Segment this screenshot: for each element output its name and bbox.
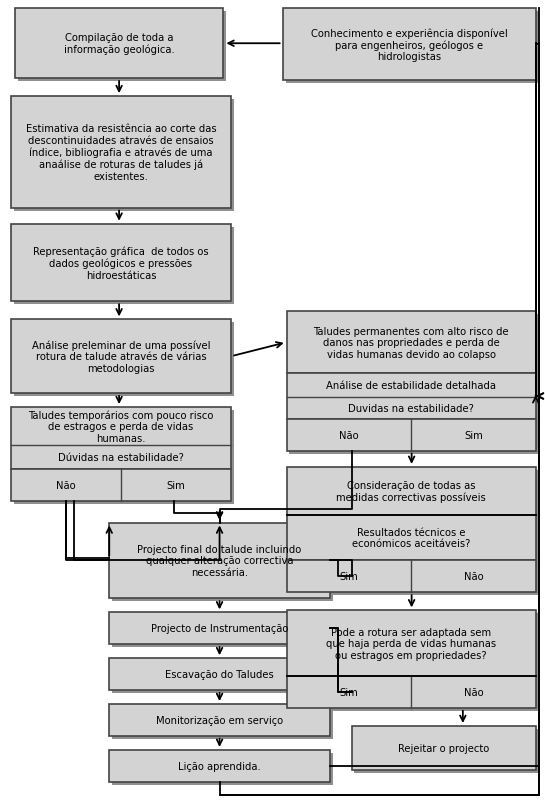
FancyBboxPatch shape — [112, 615, 333, 647]
FancyBboxPatch shape — [287, 515, 536, 561]
FancyBboxPatch shape — [287, 374, 536, 419]
Text: Sim: Sim — [464, 431, 483, 440]
Text: Duvidas na estabilidade?: Duvidas na estabilidade? — [348, 403, 474, 413]
Text: Dúvidas na estabilidade?: Dúvidas na estabilidade? — [58, 452, 184, 463]
FancyBboxPatch shape — [287, 468, 536, 515]
FancyBboxPatch shape — [286, 12, 538, 84]
Text: Consideração de todas as
medidas correctivas possíveis: Consideração de todas as medidas correct… — [336, 480, 486, 502]
Text: Estimativa da resistência ao corte das
descontinuidades através de ensaios
índic: Estimativa da resistência ao corte das d… — [26, 124, 216, 181]
FancyBboxPatch shape — [14, 472, 234, 504]
Text: Pode a rotura ser adaptada sem
que haja perda de vidas humanas
ou estragos em pr: Pode a rotura ser adaptada sem que haja … — [326, 627, 496, 660]
FancyBboxPatch shape — [287, 676, 536, 708]
Text: Projecto final do talude incluindo
qualquer alteração correctiva
necessária.: Projecto final do talude incluindo qualq… — [137, 545, 302, 577]
FancyBboxPatch shape — [289, 377, 538, 423]
Text: Não: Não — [464, 687, 483, 697]
FancyBboxPatch shape — [17, 12, 227, 82]
Text: Monitorização em serviço: Monitorização em serviço — [156, 715, 283, 725]
Text: Rejeitar o projecto: Rejeitar o projecto — [398, 743, 489, 753]
Text: Projecto de Instrumentação: Projecto de Instrumentação — [151, 623, 288, 634]
Text: Análise de estabilidade detalhada: Análise de estabilidade detalhada — [326, 380, 496, 391]
Text: Conhecimento e experiência disponível
para engenheiros, geólogos e
hidrologistas: Conhecimento e experiência disponível pa… — [311, 28, 507, 63]
Text: Taludes temporários com pouco risco
de estragos e perda de vidas
humanas.: Taludes temporários com pouco risco de e… — [28, 410, 214, 444]
FancyBboxPatch shape — [112, 707, 333, 739]
FancyBboxPatch shape — [289, 614, 538, 679]
FancyBboxPatch shape — [289, 564, 538, 596]
FancyBboxPatch shape — [287, 561, 536, 593]
Text: Não: Não — [464, 572, 483, 581]
FancyBboxPatch shape — [14, 323, 234, 396]
FancyBboxPatch shape — [11, 225, 232, 302]
FancyBboxPatch shape — [112, 526, 333, 602]
Text: Compilação de toda a
informação geológica.: Compilação de toda a informação geológic… — [64, 33, 174, 55]
FancyBboxPatch shape — [289, 423, 538, 454]
FancyBboxPatch shape — [289, 470, 538, 518]
FancyBboxPatch shape — [112, 753, 333, 784]
FancyBboxPatch shape — [287, 610, 536, 676]
FancyBboxPatch shape — [109, 658, 330, 691]
FancyBboxPatch shape — [354, 729, 538, 773]
FancyBboxPatch shape — [11, 97, 232, 209]
FancyBboxPatch shape — [11, 320, 232, 394]
Text: Sim: Sim — [340, 572, 358, 581]
FancyBboxPatch shape — [109, 750, 330, 782]
FancyBboxPatch shape — [352, 726, 536, 770]
FancyBboxPatch shape — [289, 679, 538, 711]
Text: Lição aprendida.: Lição aprendida. — [178, 761, 261, 771]
FancyBboxPatch shape — [109, 613, 330, 644]
FancyBboxPatch shape — [289, 315, 538, 377]
Text: Sim: Sim — [167, 480, 186, 490]
FancyBboxPatch shape — [289, 518, 538, 564]
FancyBboxPatch shape — [283, 10, 536, 81]
FancyBboxPatch shape — [287, 312, 536, 374]
FancyBboxPatch shape — [109, 523, 330, 598]
Text: Não: Não — [56, 480, 76, 490]
Text: Não: Não — [339, 431, 359, 440]
Text: Resultados técnicos e
económicos aceitáveis?: Resultados técnicos e económicos aceitáv… — [352, 527, 470, 549]
Text: Representação gráfica  de todos os
dados geológicos e pressões
hidroestáticas: Representação gráfica de todos os dados … — [33, 246, 209, 280]
FancyBboxPatch shape — [11, 407, 232, 469]
Text: Análise preleminar de uma possível
rotura de talude através de várias
metodologi: Análise preleminar de uma possível rotur… — [32, 340, 210, 374]
Text: Sim: Sim — [340, 687, 358, 697]
FancyBboxPatch shape — [14, 227, 234, 305]
FancyBboxPatch shape — [11, 469, 232, 501]
FancyBboxPatch shape — [14, 411, 234, 472]
FancyBboxPatch shape — [112, 662, 333, 693]
FancyBboxPatch shape — [109, 704, 330, 736]
FancyBboxPatch shape — [14, 100, 234, 212]
Text: Escavação do Taludes: Escavação do Taludes — [165, 669, 274, 679]
FancyBboxPatch shape — [15, 10, 223, 79]
Text: Taludes permanentes com alto risco de
danos nas propriedades e perda de
vidas hu: Taludes permanentes com alto risco de da… — [313, 326, 509, 359]
FancyBboxPatch shape — [287, 419, 536, 452]
